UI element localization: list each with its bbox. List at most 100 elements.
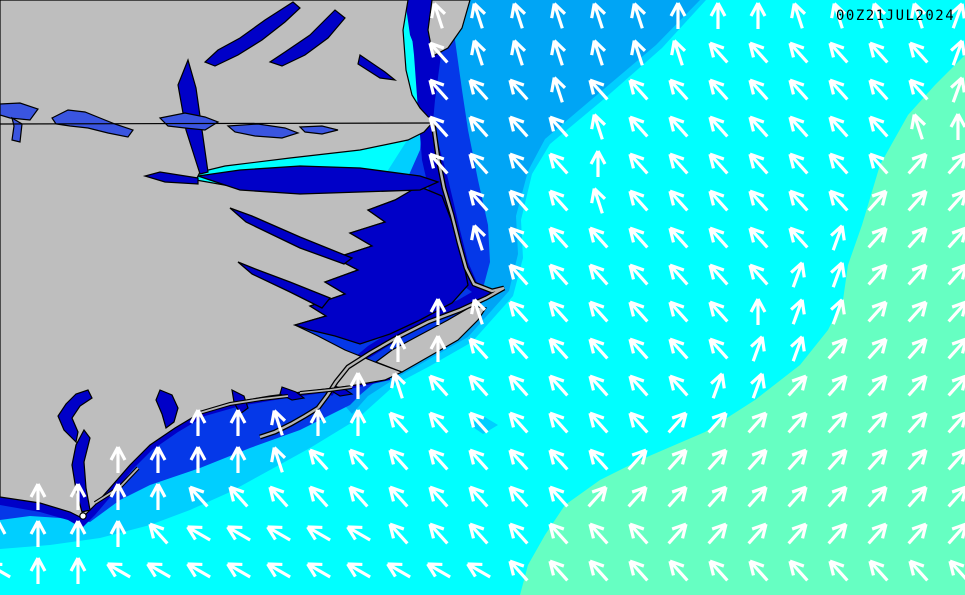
wind-arrow xyxy=(790,2,807,29)
wind-arrow xyxy=(748,559,769,582)
wind-arrow xyxy=(628,411,649,434)
wind-arrow xyxy=(788,115,809,138)
wind-arrow xyxy=(868,78,889,101)
wind-arrow xyxy=(707,485,728,508)
wind-arrow xyxy=(429,335,447,362)
wind-arrow xyxy=(787,411,808,434)
wind-arrow xyxy=(508,152,529,175)
wind-arrow xyxy=(708,300,729,323)
new-river xyxy=(155,389,179,430)
wind-arrow xyxy=(667,411,688,434)
wind-arrow xyxy=(828,78,849,101)
wind-arrow xyxy=(109,483,127,510)
wind-arrow xyxy=(947,152,965,175)
wind-arrow xyxy=(708,226,729,249)
wind-arrow xyxy=(550,39,567,66)
wind-arrow xyxy=(628,522,649,545)
wind-arrow xyxy=(548,115,569,138)
wind-arrow xyxy=(670,39,687,66)
wind-arrow xyxy=(390,372,407,399)
wind-arrow xyxy=(668,152,689,175)
wind-arrow xyxy=(308,448,329,471)
wind-arrow xyxy=(470,298,487,325)
wind-arrow xyxy=(628,152,649,175)
wind-arrow xyxy=(306,562,331,579)
north-river-3 xyxy=(357,54,398,81)
wind-arrow xyxy=(708,559,729,582)
wind-arrow xyxy=(590,187,607,214)
wind-arrow xyxy=(548,300,569,323)
wind-arrow xyxy=(508,559,529,582)
wind-arrow xyxy=(389,335,407,362)
wind-arrow xyxy=(548,226,569,249)
wind-arrow xyxy=(468,411,489,434)
wind-arrow xyxy=(827,374,848,397)
wind-arrow xyxy=(309,409,327,436)
wind-arrow xyxy=(508,522,529,545)
wind-arrow xyxy=(867,337,888,360)
wind-arrow xyxy=(867,374,888,397)
wind-arrow xyxy=(749,2,767,29)
wind-arrow xyxy=(827,411,848,434)
wind-arrow xyxy=(548,448,569,471)
wind-arrow xyxy=(226,525,251,542)
wind-arrow xyxy=(548,374,569,397)
wind-arrow xyxy=(266,562,291,579)
wind-arrow xyxy=(627,485,648,508)
wind-arrow xyxy=(630,39,647,66)
wind-arrow xyxy=(950,76,965,103)
wind-arrow xyxy=(508,374,529,397)
north-river-2 xyxy=(268,9,346,67)
wind-arrow xyxy=(468,115,489,138)
wind-arrow xyxy=(788,226,809,249)
wind-arrow xyxy=(308,485,329,508)
wind-arrow xyxy=(867,263,888,286)
state-border-line xyxy=(0,122,434,125)
wind-arrow xyxy=(907,152,928,175)
wind-arrow xyxy=(69,557,87,584)
wind-arrow xyxy=(508,115,529,138)
wind-arrow xyxy=(430,2,447,29)
wind-arrow xyxy=(867,411,888,434)
wind-arrow xyxy=(550,2,567,29)
wind-arrow xyxy=(947,300,965,323)
wind-arrow xyxy=(708,115,729,138)
wind-arrow xyxy=(149,483,167,510)
wind-arrow xyxy=(830,261,846,288)
wind-arrow xyxy=(947,448,965,471)
wind-arrow xyxy=(707,522,728,545)
wind-arrow xyxy=(388,448,409,471)
wind-arrow xyxy=(907,448,928,471)
wind-arrow xyxy=(668,78,689,101)
wind-arrow xyxy=(188,485,209,508)
wind-arrow xyxy=(508,300,529,323)
wind-arrow xyxy=(550,76,567,103)
wind-arrow xyxy=(587,485,608,508)
wind-arrow xyxy=(790,298,806,325)
wind-arrow xyxy=(827,522,848,545)
wind-arrow xyxy=(748,152,769,175)
wind-arrow xyxy=(588,411,609,434)
wind-arrow xyxy=(787,485,808,508)
wind-arrow xyxy=(787,522,808,545)
wind-arrow xyxy=(628,226,649,249)
wind-arrow xyxy=(588,300,609,323)
wind-arrow xyxy=(667,485,688,508)
wind-arrow xyxy=(867,189,888,212)
wind-arrow xyxy=(907,374,928,397)
wind-arrow xyxy=(69,483,87,510)
wind-arrow xyxy=(867,485,888,508)
wind-arrow xyxy=(710,372,726,399)
albemarle-sound xyxy=(197,165,440,195)
wind-arrow xyxy=(868,559,889,582)
wind-arrow xyxy=(867,226,888,249)
wind-arrow xyxy=(867,522,888,545)
wind-arrow xyxy=(266,525,291,542)
wind-arrow xyxy=(428,374,449,397)
wind-arrow xyxy=(428,41,449,64)
neuse-river xyxy=(237,261,332,309)
wind-arrow xyxy=(346,562,371,579)
wind-arrow xyxy=(468,189,489,212)
wind-arrow xyxy=(306,525,331,542)
